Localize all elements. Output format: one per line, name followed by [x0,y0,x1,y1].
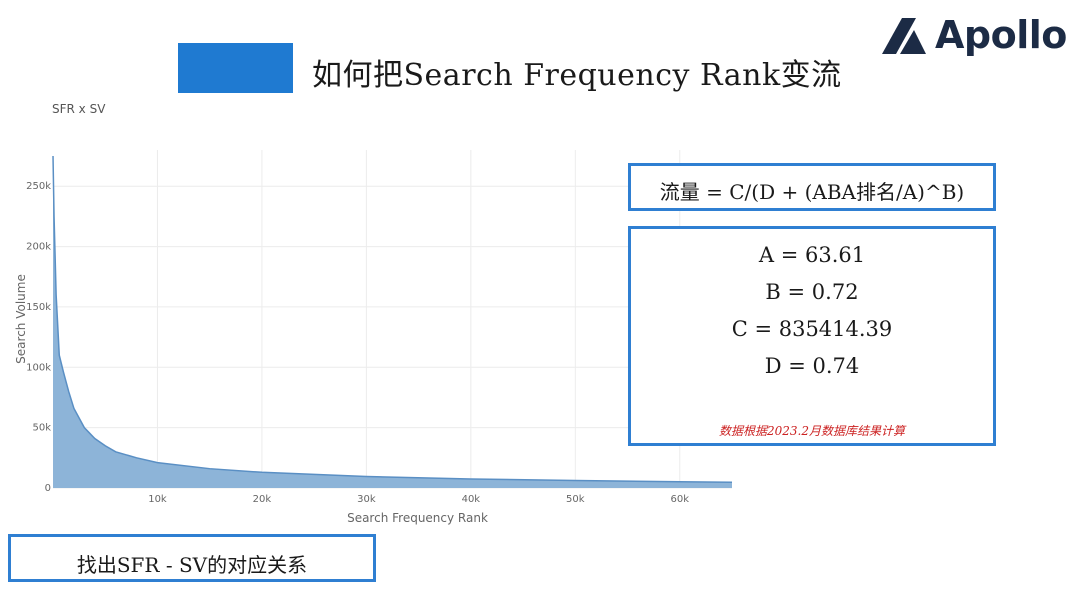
x-axis-title: Search Frequency Rank [347,511,488,525]
x-tick-label: 40k [462,494,481,505]
y-tick-label: 50k [32,423,51,434]
apollo-logo-icon [882,18,926,54]
y-tick-label: 250k [26,181,51,192]
chart-area-series [53,156,733,489]
x-tick-label: 30k [357,494,376,505]
x-axis-ticks: 10k 20k 30k 40k 50k 60k [148,494,689,505]
logo-text: Apollo [935,13,1067,57]
y-tick-label: 150k [26,302,51,313]
chart-line-series [52,156,733,483]
param-c: C = 835414.39 [731,317,893,341]
formula-text: 流量 = C/(D + (ABA排名/A)^B) [659,180,965,204]
chart-title: SFR x SV [52,102,106,116]
slide-title: 如何把Search Frequency Rank变流 [312,58,842,93]
x-tick-label: 20k [253,494,272,505]
parameters-box: A = 63.61 B = 0.72 C = 835414.39 D = 0.7… [628,226,996,446]
y-axis-title: Search Volume [14,274,28,364]
title-accent-block [178,43,293,93]
x-tick-label: 50k [566,494,585,505]
y-tick-label: 100k [26,362,51,373]
sfr-sv-label-box: 找出SFR - SV的对应关系 [8,534,376,582]
y-tick-label: 0 [45,483,51,494]
x-tick-label: 10k [148,494,167,505]
formula-box: 流量 = C/(D + (ABA排名/A)^B) [628,163,996,211]
y-tick-label: 200k [26,242,51,253]
y-axis-ticks: 0 50k 100k 150k 200k 250k [26,181,51,494]
sfr-sv-label: 找出SFR - SV的对应关系 [76,553,308,577]
apollo-logo: Apollo [880,12,1070,62]
param-b: B = 0.72 [765,280,859,304]
chart-grid [53,150,732,489]
sfr-sv-chart: 10k 20k 30k 40k 50k 60k 050k100k150k200k250k … [14,150,733,525]
param-d: D = 0.74 [764,354,860,378]
data-source-note: 数据根据2023.2月数据库结果计算 [719,424,905,438]
param-a: A = 63.61 [758,243,866,267]
x-tick-label: 60k [671,494,690,505]
